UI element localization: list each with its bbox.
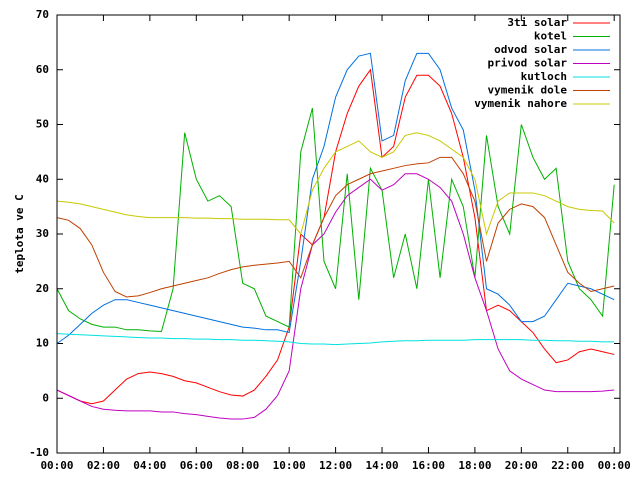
y-tick-label: -10 bbox=[29, 446, 49, 459]
x-tick-label: 06:00 bbox=[180, 459, 213, 472]
x-tick-label: 08:00 bbox=[226, 459, 259, 472]
x-tick-label: 10:00 bbox=[273, 459, 306, 472]
y-tick-label: 60 bbox=[36, 63, 49, 76]
legend-label: vymenik dole bbox=[488, 84, 568, 97]
legend-label: 3ti solar bbox=[507, 16, 567, 29]
x-tick-label: 14:00 bbox=[365, 459, 398, 472]
legend-label: vymenik nahore bbox=[474, 97, 567, 110]
plot-border bbox=[56, 14, 621, 454]
legend-label: odvod solar bbox=[494, 43, 567, 56]
y-tick-label: 70 bbox=[36, 8, 49, 21]
y-tick-label: 30 bbox=[36, 227, 49, 240]
x-tick-label: 20:00 bbox=[505, 459, 538, 472]
y-tick-label: 20 bbox=[36, 282, 49, 295]
y-tick-label: 10 bbox=[36, 337, 49, 350]
series-line bbox=[56, 52, 615, 344]
x-tick-label: 18:00 bbox=[458, 459, 491, 472]
y-tick-label: 40 bbox=[36, 172, 49, 185]
x-tick-label: 22:00 bbox=[551, 459, 584, 472]
legend-label: kutloch bbox=[521, 70, 567, 83]
x-tick-label: 04:00 bbox=[133, 459, 166, 472]
x-tick-label: 16:00 bbox=[412, 459, 445, 472]
series-line bbox=[56, 156, 615, 298]
x-tick-label: 12:00 bbox=[319, 459, 352, 472]
x-tick-label: 02:00 bbox=[87, 459, 120, 472]
y-tick-label: 50 bbox=[36, 118, 49, 131]
y-axis-label: teplota ve C bbox=[13, 194, 26, 273]
x-tick-label: 00:00 bbox=[598, 459, 631, 472]
series-line bbox=[56, 107, 615, 332]
legend-label: privod solar bbox=[488, 57, 568, 70]
x-tick-label: 00:00 bbox=[40, 459, 73, 472]
series-line bbox=[56, 333, 615, 346]
series-line bbox=[56, 173, 615, 420]
series-line bbox=[56, 132, 615, 236]
y-tick-label: 0 bbox=[42, 391, 49, 404]
legend-label: kotel bbox=[534, 30, 567, 43]
